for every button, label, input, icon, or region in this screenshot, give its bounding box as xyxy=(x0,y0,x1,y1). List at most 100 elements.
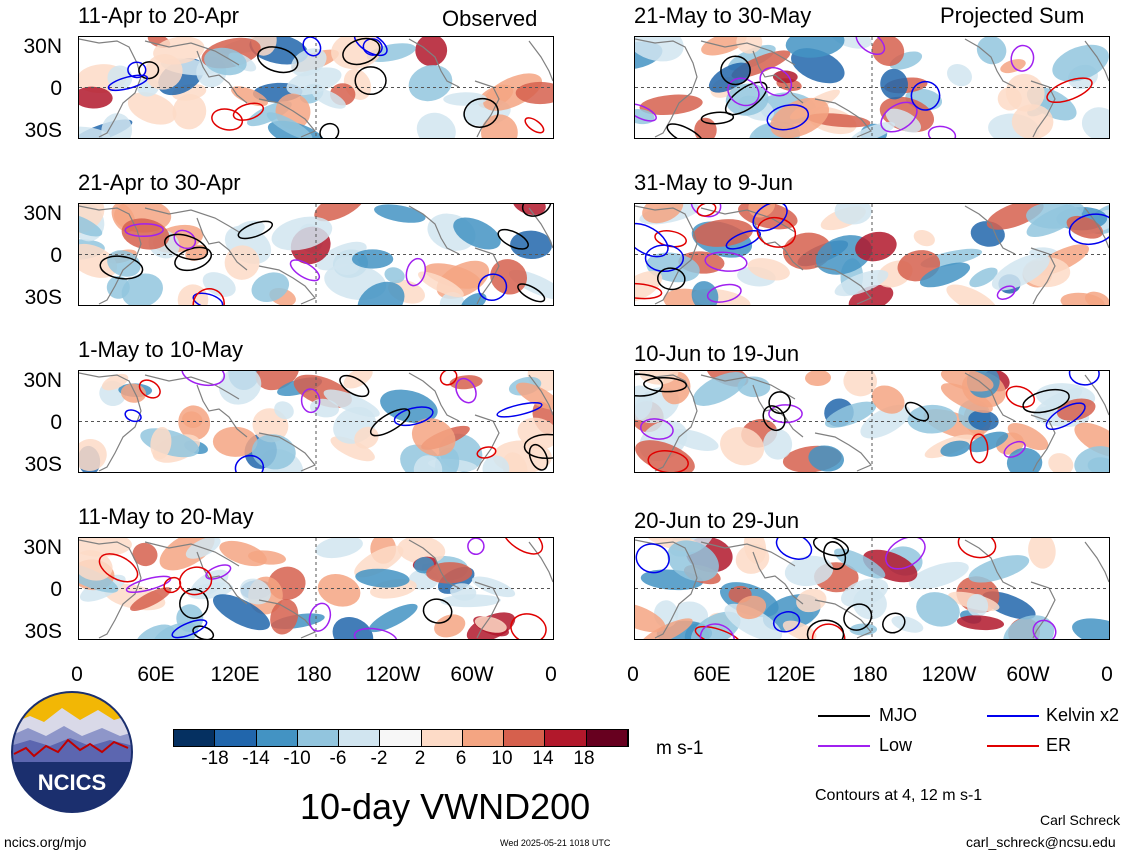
anomaly-shade xyxy=(212,426,258,457)
contour-line xyxy=(1010,44,1035,72)
ncics-logo: NCICS xyxy=(10,690,134,814)
contour-line xyxy=(644,244,685,273)
contour-line xyxy=(725,229,762,250)
anomaly-shade xyxy=(667,540,719,582)
contour-line xyxy=(524,117,545,134)
anomaly-shade xyxy=(834,548,886,579)
anomaly-shade xyxy=(891,615,924,633)
legend-label-mjo: MJO xyxy=(879,705,917,725)
coastline xyxy=(814,265,872,305)
anomaly-shade xyxy=(871,37,905,66)
anomaly-shade xyxy=(1085,291,1109,305)
coastline xyxy=(258,432,316,472)
anomaly-shade xyxy=(736,595,767,620)
contour-line xyxy=(422,598,453,624)
contour-line xyxy=(369,408,411,437)
main-title: 10-day VWND200 xyxy=(300,786,591,827)
anomaly-shade xyxy=(1048,453,1074,472)
anomaly-shade xyxy=(639,94,703,116)
map-field xyxy=(79,371,553,472)
contour-line xyxy=(635,282,663,300)
contour-line xyxy=(1003,440,1026,458)
cbar-label-m10: -10 xyxy=(283,748,311,769)
anomaly-shade xyxy=(255,371,300,391)
contour-line xyxy=(1022,388,1070,414)
contour-line xyxy=(910,80,941,111)
contour-line xyxy=(362,38,383,56)
coastline xyxy=(1084,207,1109,249)
contour-line xyxy=(192,288,225,305)
anomaly-shade xyxy=(991,253,1050,291)
map-panel-right-2 xyxy=(634,203,1110,306)
contour-line xyxy=(957,538,997,559)
coastline xyxy=(144,207,240,233)
coastline xyxy=(1030,80,1056,138)
contour-line xyxy=(353,37,388,57)
contour-line xyxy=(724,81,768,116)
coastline xyxy=(752,384,804,438)
lat-label-0-4: 0 xyxy=(50,578,62,601)
contour-line xyxy=(179,588,209,619)
anomaly-shade xyxy=(850,121,896,138)
coastline xyxy=(752,551,804,605)
anomaly-shade xyxy=(956,615,1005,631)
anomaly-shade xyxy=(351,249,394,269)
anomaly-shade xyxy=(274,401,294,420)
coastline xyxy=(144,541,240,567)
contour-line xyxy=(927,125,957,138)
anomaly-shade xyxy=(510,230,553,260)
anomaly-shade xyxy=(132,542,158,567)
panel-title-left-4: 11-May to 20-May xyxy=(78,504,254,529)
contour-line xyxy=(181,371,226,387)
anomaly-shade xyxy=(880,68,908,100)
anomaly-shade xyxy=(79,86,113,109)
contour-line xyxy=(775,538,813,560)
map-field xyxy=(79,204,553,305)
contour-line xyxy=(127,61,147,79)
contour-line xyxy=(885,538,926,570)
anomaly-shade xyxy=(784,555,834,587)
map-panel-left-1 xyxy=(78,36,554,139)
anomaly-shade xyxy=(79,126,111,138)
coastline xyxy=(752,50,804,104)
contour-line xyxy=(811,623,846,639)
lon-label-left-180: 180 xyxy=(296,663,332,686)
map-panel-right-3 xyxy=(634,370,1110,473)
anomaly-shade xyxy=(1003,615,1055,639)
colorbar-swatch xyxy=(380,730,422,746)
anomaly-shade xyxy=(885,108,922,133)
coastline xyxy=(700,40,796,66)
coastline xyxy=(408,372,460,422)
colorbar-units: m s-1 xyxy=(656,738,704,759)
anomaly-shade xyxy=(871,385,905,414)
contour-line xyxy=(211,108,244,131)
footer-website: ncics.org/mjo xyxy=(4,834,87,850)
contour-line xyxy=(164,233,209,261)
anomaly-shade xyxy=(231,86,268,107)
lat-label-0-2: 0 xyxy=(50,244,62,267)
coastline xyxy=(700,541,796,567)
anomaly-shade xyxy=(1072,618,1109,639)
anomaly-shade xyxy=(121,273,163,305)
anomaly-shade xyxy=(940,371,994,392)
anomaly-shade xyxy=(357,281,405,305)
lon-label-right-60w: 60W xyxy=(1006,663,1050,686)
coastline xyxy=(700,207,796,233)
coastline xyxy=(79,372,142,472)
contour-line xyxy=(342,37,381,66)
colorbar xyxy=(173,729,629,747)
anomaly-shade xyxy=(355,568,410,588)
cbar-label-m6: -6 xyxy=(329,748,347,769)
anomaly-shade xyxy=(635,440,695,472)
lat-label-30s-1: 30S xyxy=(24,119,62,142)
contour-line xyxy=(806,619,845,639)
anomaly-shade xyxy=(635,602,666,633)
contour-line xyxy=(1068,213,1109,246)
anomaly-shade xyxy=(843,371,877,397)
lon-label-right-60e: 60E xyxy=(693,663,731,686)
anomaly-shade xyxy=(314,204,365,222)
coastline xyxy=(196,217,248,271)
colorbar-swatch xyxy=(462,730,505,746)
cbar-label-2: 2 xyxy=(414,748,426,769)
contour-line xyxy=(706,283,742,303)
